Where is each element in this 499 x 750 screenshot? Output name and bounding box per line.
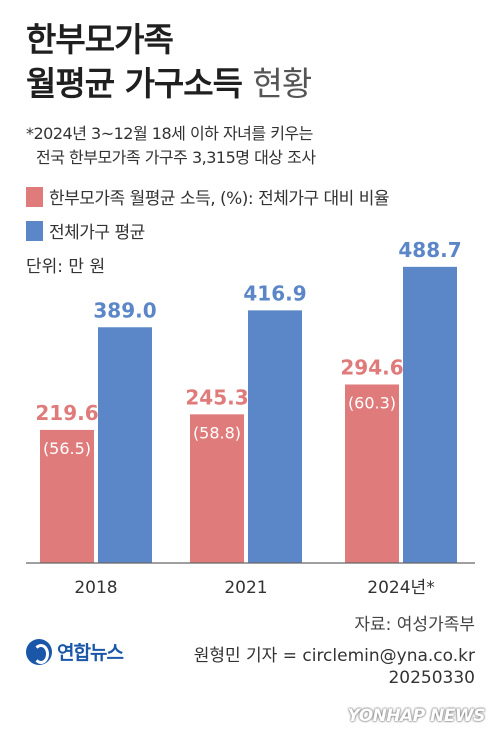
category-label-2: 2024년* [367, 578, 434, 598]
category-label-1: 2021 [224, 578, 267, 598]
note-line-2: 전국 한부모가족 가구주 3,315명 대상 조사 [36, 148, 316, 167]
value-label-all-households-2: 488.7 [398, 238, 461, 262]
ratio-label-1: (58.8) [193, 423, 241, 442]
bar-all-households-0 [98, 327, 152, 563]
bar-all-households-1 [248, 310, 302, 563]
unit-label: 단위: 만 원 [26, 257, 106, 277]
value-label-single-parent-1: 245.3 [185, 385, 248, 409]
legend-label-all-households: 전체가구 평균 [49, 223, 145, 243]
reporter-text: 원형민 기자 = circlemin@yna.co.kr [193, 646, 475, 666]
note-line-1: *2024년 3~12월 18세 이하 자녀를 키우는 [26, 124, 313, 143]
value-label-all-households-0: 389.0 [93, 298, 156, 322]
yonhap-logo-icon [26, 638, 52, 665]
date-text: 20250330 [388, 668, 475, 688]
yonhap-logo: 연합뉴스 [26, 638, 124, 665]
bar-all-households-2 [403, 266, 457, 563]
byline: 원형민 기자 = circlemin@yna.co.kr 20250330 [194, 645, 475, 689]
value-label-single-parent-0: 219.6 [35, 401, 98, 425]
title-line-2-bold: 월평균 가구소득 [26, 64, 243, 103]
logo-text: 연합뉴스 [57, 642, 124, 664]
ratio-label-2: (60.3) [348, 393, 396, 412]
legend-label-single-parent: 한부모가족 월평균 소득, (%): 전체가구 대비 비율 [49, 189, 390, 209]
legend-item-all-households: 전체가구 평균 [26, 218, 145, 243]
survey-note: *2024년 3~12월 18세 이하 자녀를 키우는 전국 한부모가족 가구주… [26, 122, 316, 170]
ratio-label-0: (56.5) [43, 439, 91, 458]
legend-swatch-red [26, 186, 43, 207]
title-line-1: 한부모가족 [26, 20, 174, 59]
title-line-2-light: 현황 [252, 64, 313, 103]
bar-single-parent-0 [40, 429, 94, 563]
bar-single-parent-2 [345, 384, 399, 563]
source-text: 자료: 여성가족부 [354, 615, 475, 635]
legend-item-single-parent: 한부모가족 월평균 소득, (%): 전체가구 대비 비율 [26, 184, 390, 209]
legend-swatch-blue [26, 220, 43, 241]
category-label-0: 2018 [74, 578, 117, 598]
chart-title: 한부모가족 월평균 가구소득 현황 [26, 18, 313, 106]
value-label-single-parent-2: 294.6 [340, 355, 403, 379]
title-line-2: 월평균 가구소득 현황 [26, 62, 313, 106]
bar-single-parent-1 [190, 414, 244, 563]
watermark: YONHAP NEWS [347, 706, 486, 726]
value-label-all-households-1: 416.9 [243, 281, 306, 305]
